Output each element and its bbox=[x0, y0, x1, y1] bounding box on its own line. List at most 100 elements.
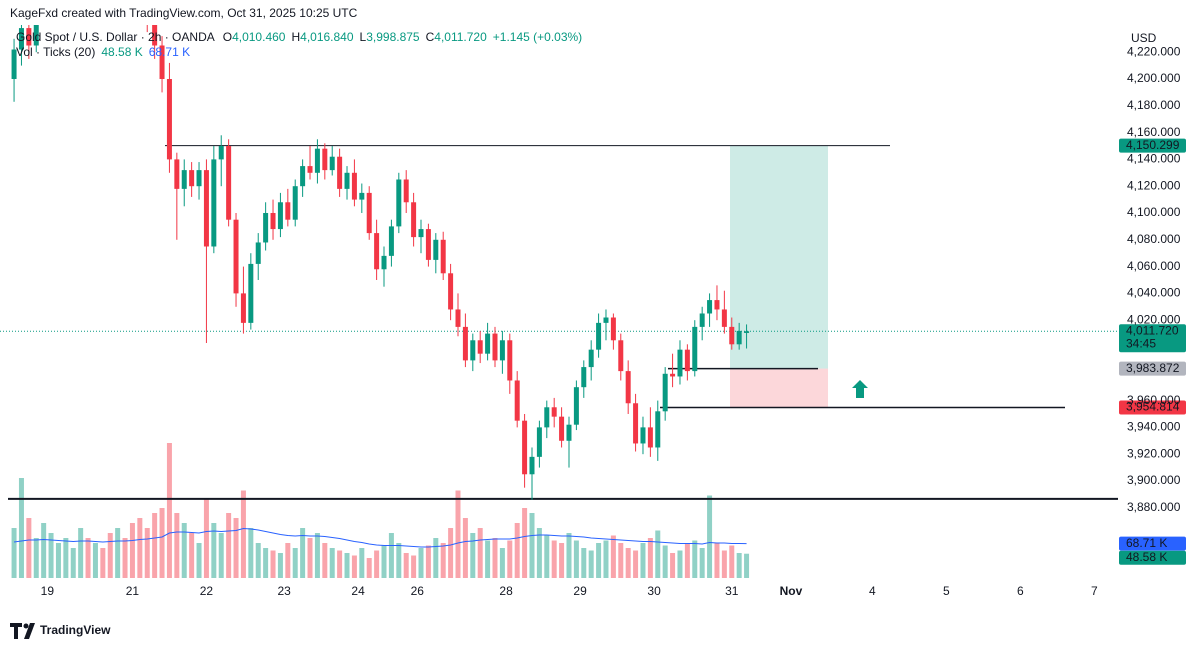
volume-bar bbox=[485, 540, 491, 578]
volume-bar bbox=[211, 523, 217, 578]
ohlc-label: C bbox=[426, 30, 435, 44]
candle-body bbox=[440, 239, 446, 274]
volume-bar bbox=[41, 523, 47, 578]
candle-body bbox=[344, 172, 350, 189]
volume-bar bbox=[85, 538, 91, 578]
candle-body bbox=[337, 156, 343, 189]
volume-bar bbox=[603, 540, 609, 578]
candle-body bbox=[596, 322, 602, 350]
volume-bar bbox=[92, 543, 98, 578]
candle-body bbox=[529, 456, 535, 475]
candle-body bbox=[477, 340, 483, 354]
volume-bar bbox=[529, 513, 535, 578]
volume-bar bbox=[433, 538, 439, 578]
volume-bar bbox=[226, 513, 232, 578]
x-tick-label: 31 bbox=[725, 584, 739, 598]
volume-bar bbox=[588, 550, 594, 578]
candle-body bbox=[396, 179, 402, 227]
volume-bar bbox=[78, 528, 84, 578]
ohlc-value: 4,010.460 bbox=[232, 30, 286, 44]
volume-bar bbox=[218, 533, 224, 578]
candle-body bbox=[374, 233, 380, 270]
ohlc-label: L bbox=[360, 30, 367, 44]
candle-body bbox=[492, 333, 498, 361]
candle-body bbox=[285, 202, 291, 220]
candle-body bbox=[403, 179, 409, 203]
candle-body bbox=[277, 202, 283, 230]
volume-bar bbox=[174, 513, 180, 578]
volume-bar bbox=[677, 550, 683, 578]
volume-bar bbox=[462, 518, 468, 578]
x-tick-label: 6 bbox=[1017, 584, 1024, 598]
candle-body bbox=[196, 170, 202, 187]
x-tick-label: 29 bbox=[573, 584, 587, 598]
symbol: Gold Spot / U.S. Dollar · 2h · OANDA bbox=[16, 30, 215, 44]
candle-body bbox=[218, 145, 224, 160]
volume-bar bbox=[359, 548, 365, 578]
volume-bar bbox=[536, 528, 542, 578]
volume-bar bbox=[233, 518, 239, 578]
volume-bar bbox=[48, 533, 54, 578]
candle-body bbox=[359, 192, 365, 200]
entry-badge: 3,983.872 bbox=[1126, 361, 1180, 375]
volume-bar bbox=[26, 518, 32, 578]
volume-bar bbox=[388, 533, 394, 578]
volume-line: Vol · Ticks (20) 48.58 K 68.71 K bbox=[16, 45, 190, 59]
candle-body bbox=[26, 28, 32, 46]
volume-bar bbox=[263, 548, 269, 578]
volume-bar bbox=[403, 553, 409, 578]
candle-body bbox=[462, 326, 468, 361]
volume-bar bbox=[477, 528, 483, 578]
volume-bar bbox=[647, 538, 653, 578]
volume-bar bbox=[670, 553, 676, 578]
last-price-bg bbox=[1119, 324, 1186, 353]
volume-bar bbox=[351, 555, 357, 578]
ohlc-value: 4,011.720 bbox=[434, 30, 487, 44]
candle-body bbox=[300, 166, 306, 187]
profit-zone bbox=[730, 145, 828, 369]
candle-body bbox=[610, 317, 616, 341]
volume-bar bbox=[448, 528, 454, 578]
candle-body bbox=[211, 159, 217, 247]
volume-bar bbox=[492, 538, 498, 578]
candle-body bbox=[721, 309, 727, 327]
candle-body bbox=[292, 186, 298, 220]
y-tick-label: 4,220.000 bbox=[1127, 44, 1181, 58]
y-tick-label: 4,140.000 bbox=[1127, 152, 1181, 166]
x-tick-label: 7 bbox=[1091, 584, 1098, 598]
volume-bar bbox=[411, 555, 417, 578]
candle-body bbox=[388, 226, 394, 256]
logo-text: TradingView bbox=[40, 623, 111, 637]
volume-bar bbox=[625, 548, 631, 578]
stop-badge: 3,954.814 bbox=[1126, 400, 1180, 414]
candle-body bbox=[559, 416, 565, 441]
candle-body bbox=[625, 371, 631, 404]
volume-bar bbox=[714, 543, 720, 578]
candle-body bbox=[11, 49, 17, 79]
volume-bar bbox=[744, 553, 750, 578]
volume-bar bbox=[684, 543, 690, 578]
x-tick-label: 19 bbox=[41, 584, 55, 598]
volume-bar bbox=[248, 528, 254, 578]
candle-body bbox=[307, 166, 313, 173]
volume-badge-bg bbox=[1119, 550, 1186, 565]
volume-bar bbox=[655, 530, 661, 578]
volume-bar bbox=[115, 528, 121, 578]
candle-body bbox=[507, 340, 513, 381]
candle-body bbox=[351, 172, 357, 200]
candle-body bbox=[655, 411, 661, 448]
volume-bar bbox=[18, 478, 24, 578]
candle-body bbox=[270, 212, 276, 230]
volume-bar bbox=[314, 533, 320, 578]
volume-ma-badge-bg bbox=[1119, 536, 1186, 551]
x-tick-label: 30 bbox=[647, 584, 661, 598]
volume-bar bbox=[455, 490, 461, 578]
volume-bar bbox=[544, 535, 550, 578]
candle-body bbox=[588, 349, 594, 368]
volume-bar bbox=[70, 548, 76, 578]
ohlc-value: 3,998.875 bbox=[366, 30, 420, 44]
volume-bar bbox=[418, 548, 424, 578]
volume-bar bbox=[573, 540, 579, 578]
volume-bar bbox=[144, 528, 150, 578]
candle-body bbox=[329, 156, 335, 171]
